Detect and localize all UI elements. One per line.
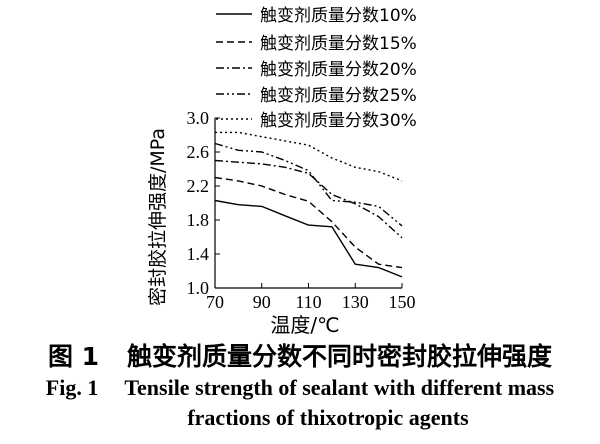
y-tick-label: 1.8 [187, 210, 210, 230]
y-axis-label: 密封胶拉伸强度/MPa [147, 128, 169, 306]
caption-en-figure-number: Fig. 1 [45, 375, 99, 400]
x-tick-label: 90 [253, 292, 271, 312]
x-tick-label: 150 [389, 292, 416, 312]
x-axis-label: 温度/℃ [270, 313, 339, 337]
y-tick-label: 1.4 [187, 244, 210, 264]
series-line-1 [214, 199, 403, 278]
line-chart: 触变剂质量分数10% 触变剂质量分数15% 触变剂质量分数20% 触变剂质量分数25%… [147, 6, 417, 337]
caption-en-text-line2: fractions of thixotropic agents [187, 405, 469, 430]
series-line-3 [214, 159, 403, 239]
x-tick-label: 130 [342, 292, 369, 312]
series-line-4 [214, 142, 403, 227]
y-tick-label: 1.0 [187, 278, 210, 298]
legend-label-4: 触变剂质量分数25% [260, 86, 417, 106]
x-tick-label: 110 [295, 292, 321, 312]
figure-caption-en-line2: fractions of thixotropic agents [0, 405, 600, 431]
x-tick-label: 70 [206, 292, 224, 312]
legend-label-5: 触变剂质量分数30% [260, 111, 417, 131]
series-line-5 [215, 131, 403, 182]
legend-label-1: 触变剂质量分数10% [260, 6, 417, 26]
caption-en-text-line1: Tensile strength of sealant with differe… [124, 375, 555, 400]
figure-caption-en-line1: Fig. 1 Tensile strength of sealant with d… [0, 375, 600, 401]
y-tick-label: 2.2 [187, 176, 210, 196]
legend-label-2: 触变剂质量分数15% [260, 34, 417, 54]
legend-label-3: 触变剂质量分数20% [260, 60, 417, 80]
series-layer [214, 131, 403, 278]
caption-cn-text: 触变剂质量分数不同时密封胶拉伸强度 [127, 342, 553, 371]
series-line-2 [214, 176, 403, 269]
y-tick-label: 2.6 [187, 142, 210, 162]
caption-cn-figure-number: 图 1 [47, 342, 100, 371]
y-tick-label: 3.0 [187, 108, 210, 128]
legend: 触变剂质量分数10% 触变剂质量分数15% 触变剂质量分数20% 触变剂质量分数25%… [216, 6, 417, 131]
figure-caption-cn: 图 1 触变剂质量分数不同时密封胶拉伸强度 [0, 337, 600, 373]
axes: 1.0 1.4 1.8 2.2 2.6 3.0 70 90 110 130 150 [187, 108, 416, 312]
